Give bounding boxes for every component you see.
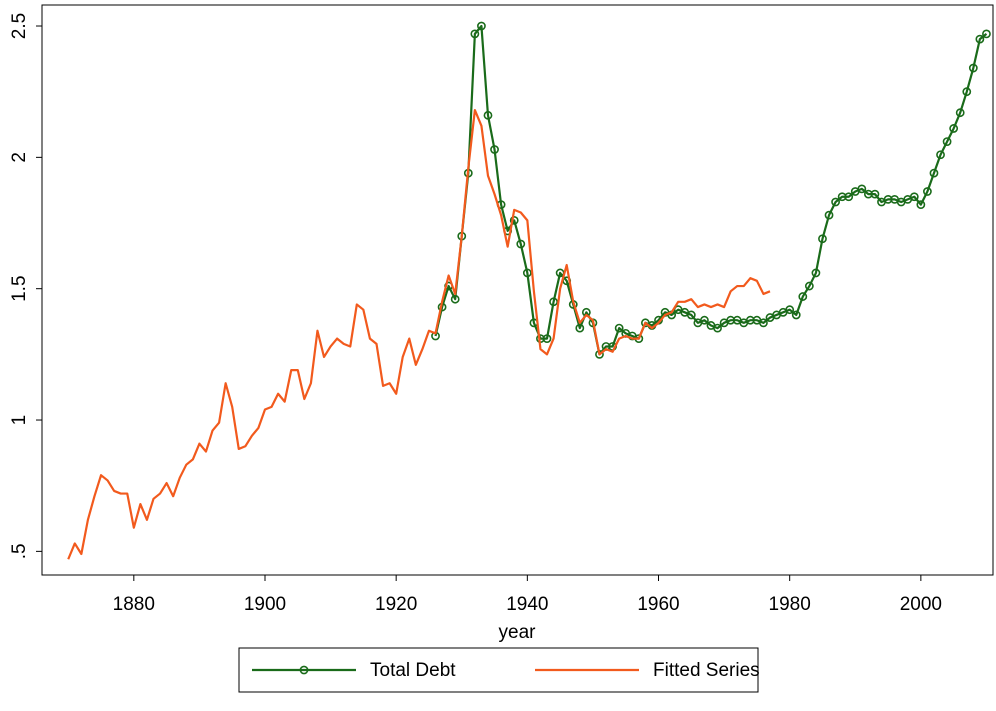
data-point [804,281,814,291]
data-point [916,200,926,210]
data-point [575,323,585,333]
plot-frame [41,4,994,576]
data-point [785,305,795,315]
data-point [942,137,952,146]
data-point [450,294,460,304]
data-point [844,192,854,202]
data-point [542,334,552,343]
data-point [968,63,978,73]
data-point [818,234,827,244]
legend-label: Fitted Series [653,660,760,681]
data-point [483,110,493,120]
x-tick-label: 1880 [113,594,155,615]
data-point [909,192,919,202]
y-tick-label: .5 [9,543,30,559]
x-tick-label: 2000 [900,594,942,615]
data-point [759,318,768,328]
data-point [700,315,709,325]
x-tick-label: 1960 [637,594,679,615]
data-point [949,124,959,133]
legend-marker [299,665,309,675]
y-tick-label: 2 [9,152,30,163]
x-tick-label: 1900 [244,594,286,615]
data-point [955,108,965,118]
data-point [490,145,499,154]
legend-box [238,647,759,693]
series-line [67,108,771,560]
data-point [870,189,880,199]
data-point [713,323,722,333]
data-point [923,187,932,196]
data-point [982,29,991,39]
y-tick-label: 2.5 [9,13,30,39]
y-tick-label: 1 [9,415,30,426]
data-point [811,268,821,278]
data-point [522,268,532,278]
data-point [549,297,558,307]
data-point [470,29,480,39]
data-point [791,310,801,320]
data-point [686,310,696,320]
data-point [824,210,834,220]
data-point [857,184,867,194]
data-point [962,87,972,97]
y-tick-label: 1.5 [9,275,30,301]
x-tick-label: 1940 [506,594,548,615]
x-axis-label: year [499,622,537,643]
data-point [936,150,945,160]
x-tick-label: 1980 [769,594,811,615]
data-point [831,197,840,207]
data-point [516,239,526,249]
data-point [975,34,985,44]
data-point [614,323,624,333]
data-point [509,215,519,225]
data-point [477,21,486,31]
data-point [798,292,808,301]
data-point [929,168,939,178]
x-tick-label: 1920 [375,594,417,615]
legend-label: Total Debt [370,660,456,681]
series-line [434,24,988,356]
